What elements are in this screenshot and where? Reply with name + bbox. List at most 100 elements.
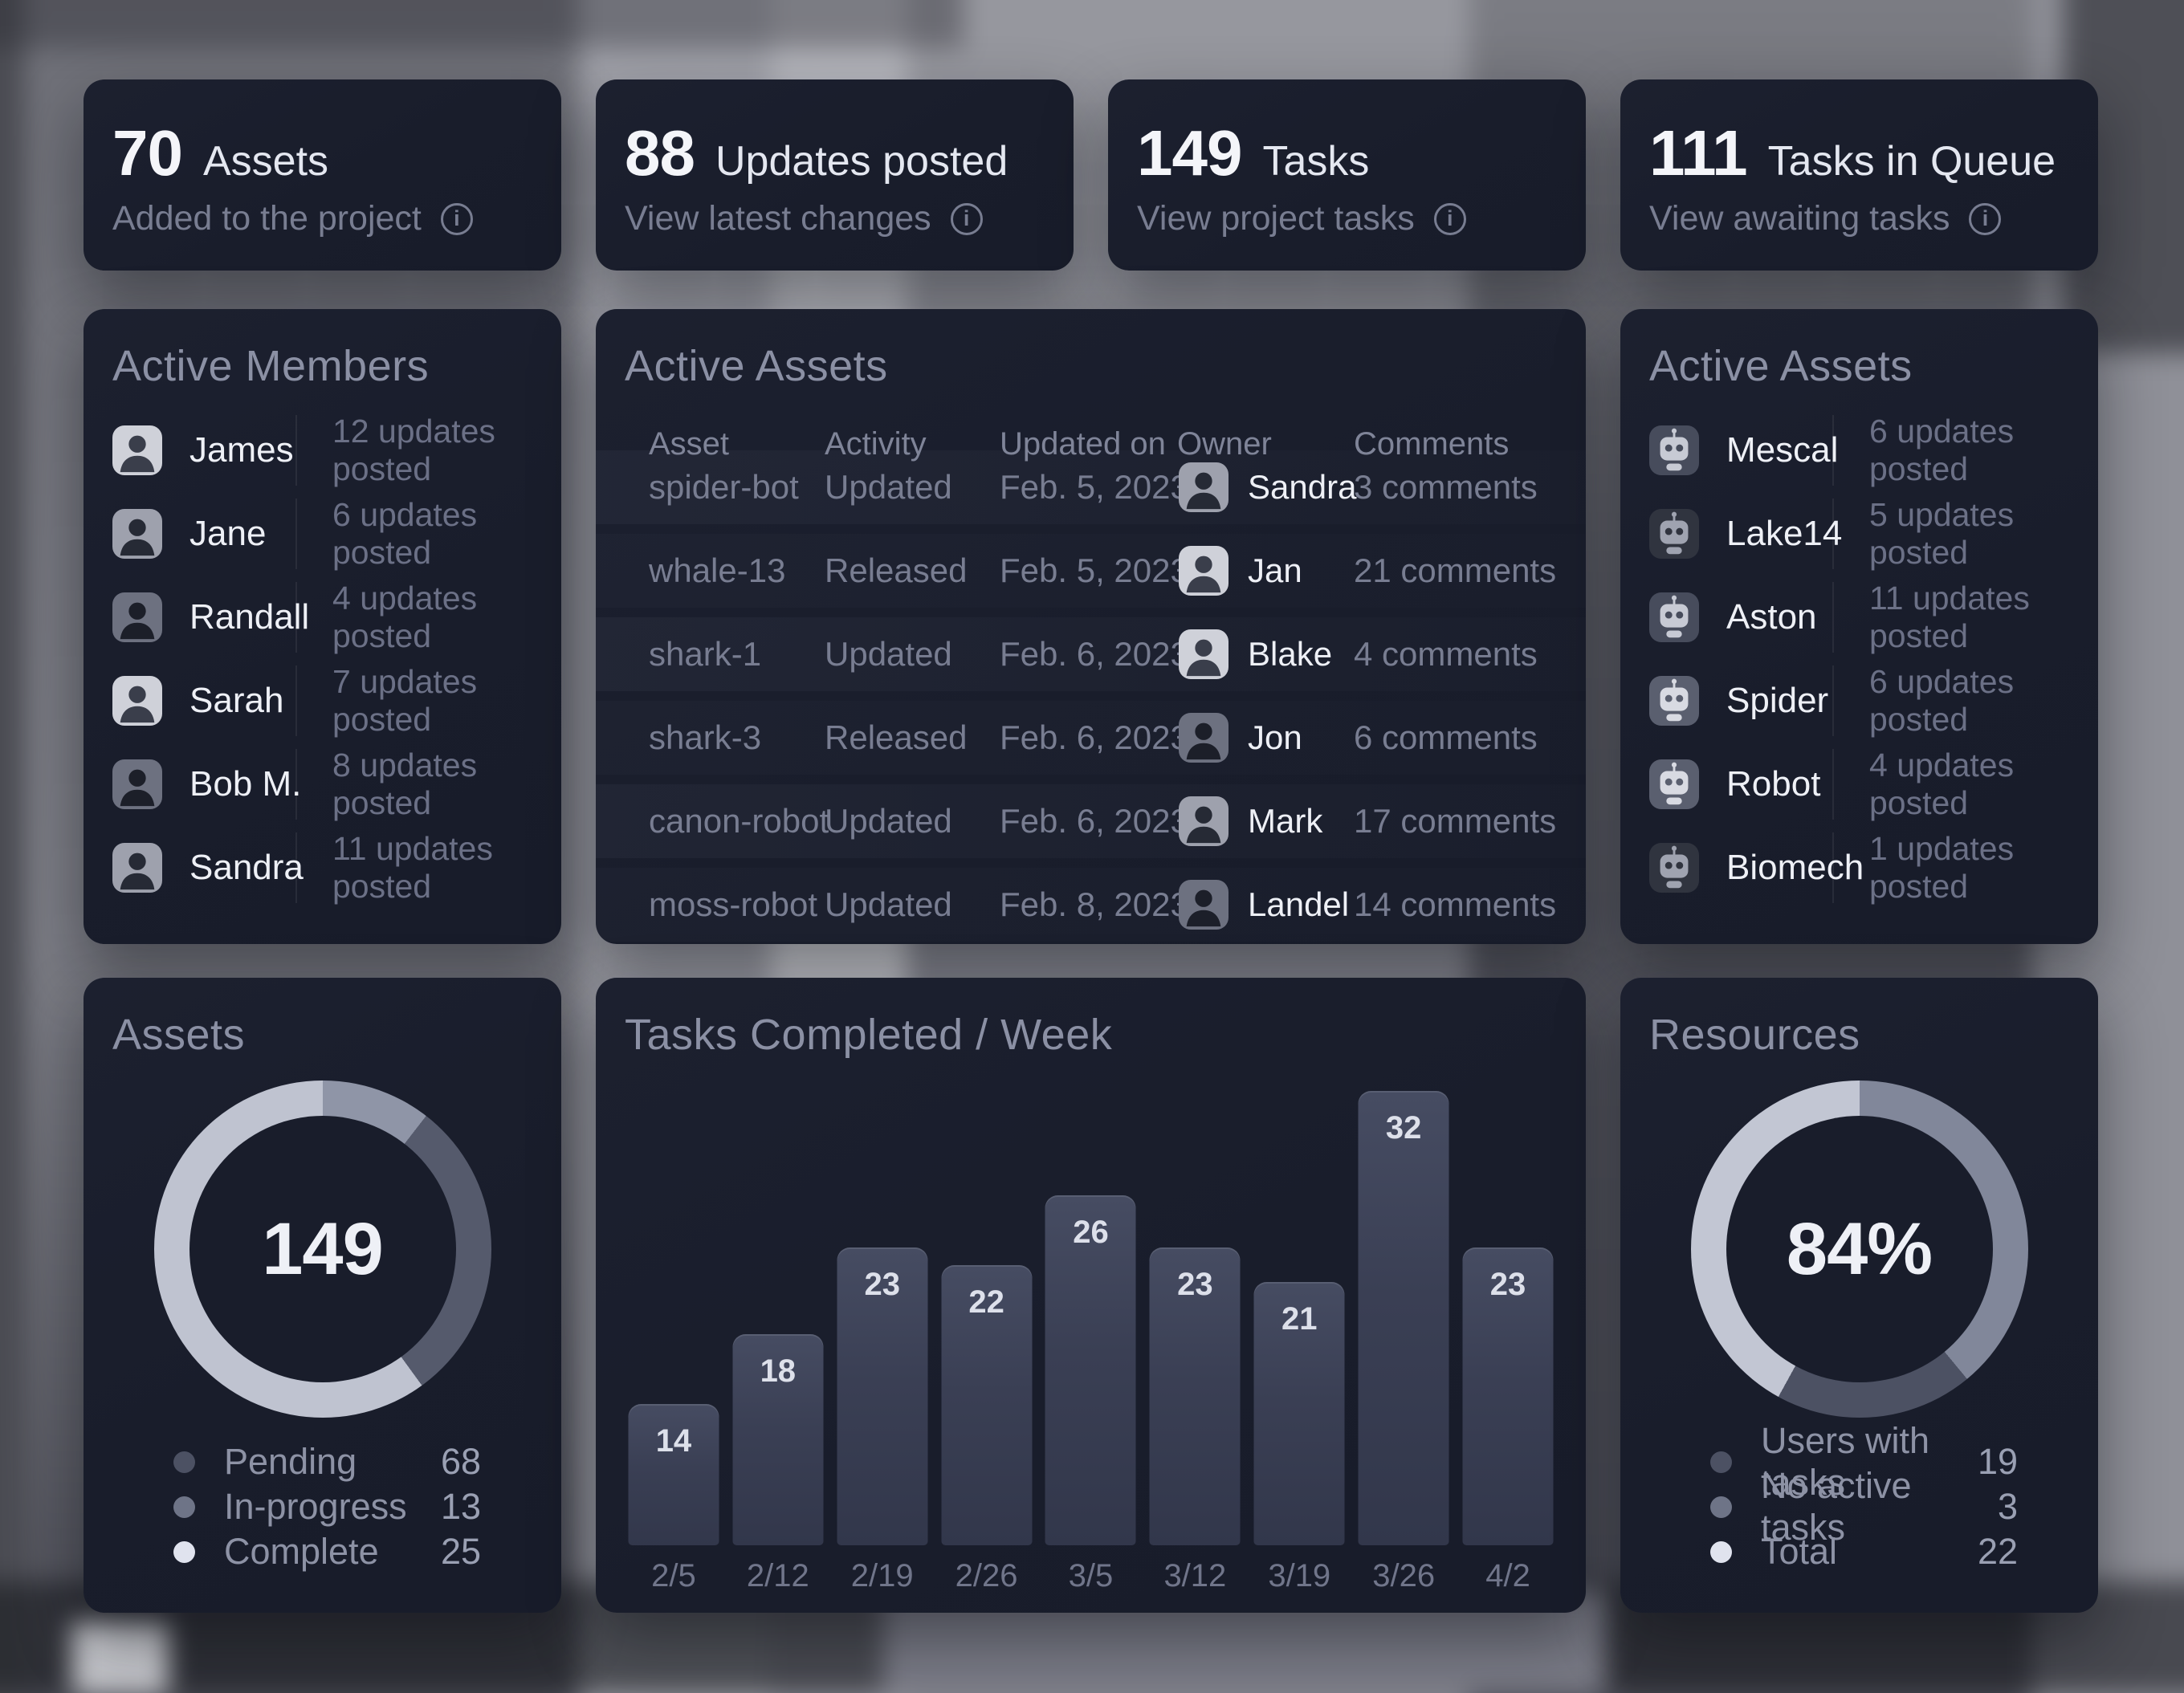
person-icon <box>1179 629 1228 679</box>
column-header-comments: Comments <box>1354 426 1510 462</box>
cell-comments: 17 comments <box>1354 802 1557 840</box>
bar-slot: 18 <box>726 1072 830 1545</box>
assets-donut-card: Assets 149 Pending 68 In-progress 13 Complet… <box>84 978 561 1613</box>
bar-2/19[interactable]: 23 <box>837 1247 928 1545</box>
bar-3/26[interactable]: 32 <box>1358 1091 1449 1545</box>
cell-updated-on: Feb. 6, 2023 <box>1000 718 1189 756</box>
card-title: Tasks Completed / Week <box>625 1011 1113 1059</box>
bar-3/12[interactable]: 23 <box>1149 1247 1241 1545</box>
robot-icon <box>1649 843 1699 893</box>
item-name: Jane <box>189 514 267 553</box>
stat-subtitle-link[interactable]: View latest changes i <box>625 199 983 238</box>
active-assets-table-card: Active Assets Asset Activity Updated on … <box>596 309 1586 944</box>
cell-comments: 4 comments <box>1354 635 1538 673</box>
legend-value: 25 <box>440 1531 481 1572</box>
tasks-week-card: Tasks Completed / Week 14 18 23 22 26 23 21 32 2… <box>596 978 1586 1613</box>
legend-label: In-progress <box>224 1486 407 1527</box>
table-row[interactable]: spider-bot Updated Feb. 5, 2023 Sandra 3 co… <box>596 450 1586 524</box>
person-icon <box>112 843 162 893</box>
cell-owner: Landel <box>1248 885 1350 923</box>
robot-icon <box>1649 759 1699 809</box>
robot-icon <box>1649 425 1699 475</box>
table-row[interactable]: whale-13 Released Feb. 5, 2023 Jan 21 comme… <box>596 534 1586 608</box>
member-row[interactable]: Randall 4 updates posted <box>112 576 532 659</box>
item-name: Biomech <box>1726 848 1864 887</box>
item-name: Sandra <box>189 848 304 887</box>
asset-avatar <box>1649 425 1699 475</box>
stat-card-updates[interactable]: 88 Updates posted View latest changes i <box>596 79 1074 271</box>
table-row[interactable]: moss-robot Updated Feb. 8, 2023 Landel 14 c… <box>596 868 1586 942</box>
table-row[interactable]: canon-robot Updated Feb. 6, 2023 Mark 17 co… <box>596 784 1586 858</box>
cell-comments: 6 comments <box>1354 718 1538 756</box>
member-row[interactable]: Sandra 11 updates posted <box>112 826 532 910</box>
item-updates: 4 updates posted <box>332 580 478 654</box>
assets-legend: Pending 68 In-progress 13 Complete 25 <box>116 1439 529 1574</box>
member-avatar <box>112 592 162 642</box>
asset-row[interactable]: Mescal 6 updates posted <box>1649 409 2069 492</box>
stat-value: 111 <box>1649 117 1748 189</box>
bar-2/5[interactable]: 14 <box>628 1404 719 1545</box>
member-row[interactable]: Bob M. 8 updates posted <box>112 743 532 826</box>
person-icon <box>112 592 162 642</box>
legend-dot <box>173 1451 195 1473</box>
stat-value: 88 <box>625 117 695 189</box>
divider <box>295 582 297 653</box>
column-header-asset: Asset <box>649 426 730 462</box>
item-name: James <box>189 430 294 470</box>
divider <box>1832 499 1834 569</box>
item-updates: 11 updates posted <box>332 830 493 905</box>
person-icon <box>112 676 162 726</box>
stat-value: 149 <box>1137 117 1242 189</box>
bar-2/12[interactable]: 18 <box>732 1334 824 1545</box>
stat-card-assets[interactable]: 70 Assets Added to the project i <box>84 79 561 271</box>
cell-updated-on: Feb. 5, 2023 <box>1000 468 1189 506</box>
stat-subtitle-link[interactable]: View project tasks i <box>1137 199 1466 238</box>
member-row[interactable]: James 12 updates posted <box>112 409 532 492</box>
stat-subtitle-link[interactable]: Added to the project i <box>112 199 473 238</box>
cell-asset: whale-13 <box>649 551 786 589</box>
table-row[interactable]: shark-1 Updated Feb. 6, 2023 Blake 4 commen… <box>596 617 1586 691</box>
bar-chart: 14 18 23 22 26 23 21 32 23 <box>621 1072 1560 1545</box>
bar-slot: 21 <box>1247 1072 1351 1545</box>
bar-value-label: 18 <box>760 1353 797 1389</box>
asset-row[interactable]: Spider 6 updates posted <box>1649 659 2069 743</box>
bar-2/26[interactable]: 22 <box>941 1265 1033 1545</box>
bar-3/5[interactable]: 26 <box>1045 1195 1136 1545</box>
assets-table-body: spider-bot Updated Feb. 5, 2023 Sandra 3 co… <box>596 450 1586 951</box>
item-name: Sarah <box>189 681 284 720</box>
cell-activity: Released <box>825 718 968 756</box>
stat-subtitle-text: View awaiting tasks <box>1649 199 1950 238</box>
table-row[interactable]: shark-3 Released Feb. 6, 2023 Jon 6 comment… <box>596 701 1586 775</box>
bar-4/2[interactable]: 23 <box>1462 1247 1554 1545</box>
cell-updated-on: Feb. 5, 2023 <box>1000 551 1189 589</box>
bar-3/19[interactable]: 21 <box>1253 1282 1345 1545</box>
item-updates: 11 updates posted <box>1869 580 2030 654</box>
cell-asset: shark-1 <box>649 635 762 673</box>
info-icon[interactable]: i <box>1969 202 2002 235</box>
info-icon[interactable]: i <box>950 202 983 235</box>
info-icon[interactable]: i <box>1433 202 1466 235</box>
asset-row[interactable]: Robot 4 updates posted <box>1649 743 2069 826</box>
bar-value-label: 32 <box>1385 1110 1422 1146</box>
owner-avatar <box>1179 546 1228 596</box>
member-row[interactable]: Jane 6 updates posted <box>112 492 532 576</box>
bar-x-label: 2/26 <box>955 1558 1018 1593</box>
asset-avatar <box>1649 509 1699 559</box>
asset-row[interactable]: Lake14 5 updates posted <box>1649 492 2069 576</box>
stat-label: Assets <box>202 138 329 185</box>
stat-card-tasks-queue[interactable]: 111 Tasks in Queue View awaiting tasks i <box>1620 79 2098 271</box>
info-icon[interactable]: i <box>440 202 473 235</box>
stat-card-tasks[interactable]: 149 Tasks View project tasks i <box>1108 79 1586 271</box>
legend-label: No active tasks <box>1761 1465 1912 1548</box>
resources-donut-chart: 84% <box>1690 1081 2028 1418</box>
divider <box>1832 415 1834 486</box>
bar-chart-x-labels: 2/5 2/12 2/19 2/26 3/5 3/12 3/19 3/26 4/2 <box>621 1558 1560 1598</box>
asset-avatar <box>1649 843 1699 893</box>
asset-row[interactable]: Aston 11 updates posted <box>1649 576 2069 659</box>
stat-label: Tasks <box>1262 138 1370 185</box>
owner-avatar <box>1179 462 1228 512</box>
stat-subtitle-link[interactable]: View awaiting tasks i <box>1649 199 2002 238</box>
bar-value-label: 22 <box>968 1284 1004 1320</box>
member-row[interactable]: Sarah 7 updates posted <box>112 659 532 743</box>
asset-row[interactable]: Biomech 1 updates posted <box>1649 826 2069 910</box>
